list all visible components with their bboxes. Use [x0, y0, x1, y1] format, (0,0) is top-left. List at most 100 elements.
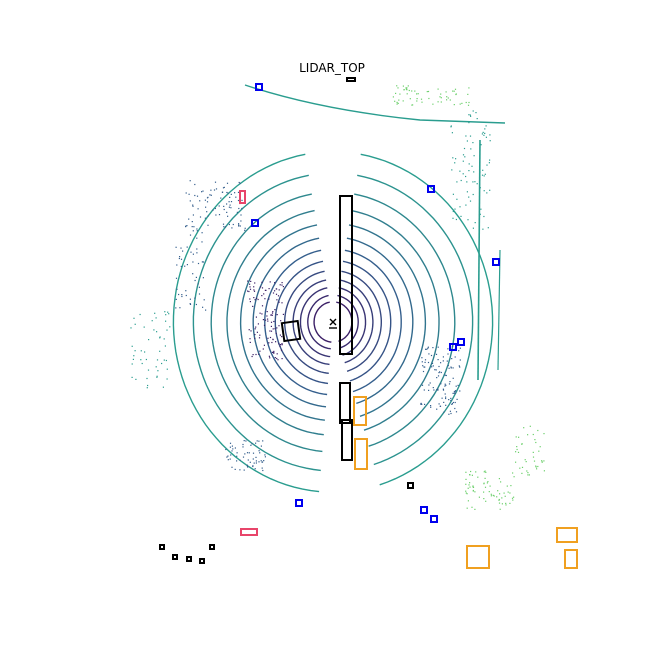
lidar-ring — [274, 260, 329, 385]
car-box-outline — [209, 544, 215, 550]
lidar-point — [459, 103, 461, 105]
boundary-line — [497, 249, 501, 371]
lidar-point — [483, 215, 485, 218]
lidar-point — [436, 408, 438, 410]
lidar-point — [164, 311, 166, 313]
lidar-point — [445, 396, 447, 398]
lidar-point — [185, 290, 187, 292]
lidar-point — [424, 366, 426, 368]
barrier-box — [564, 549, 578, 569]
car-box — [172, 554, 178, 560]
lidar-point — [254, 334, 256, 336]
lidar-point — [232, 223, 234, 226]
lidar-point — [521, 466, 524, 468]
lidar-point — [275, 341, 277, 343]
lidar-point — [238, 207, 240, 210]
lidar-point — [194, 194, 196, 197]
lidar-point — [249, 288, 252, 290]
lidar-point — [257, 298, 259, 301]
lidar-point — [207, 224, 209, 226]
lidar-point — [269, 357, 271, 359]
lidar-point — [432, 103, 434, 105]
lidar-point — [178, 257, 180, 260]
lidar-point — [459, 359, 461, 361]
lidar-point — [195, 303, 197, 306]
lidar-point — [466, 140, 468, 142]
lidar-point — [247, 290, 249, 292]
lidar-point — [185, 294, 187, 297]
lidar-point — [509, 492, 511, 494]
lidar-point — [417, 93, 419, 95]
lidar-ring — [354, 193, 456, 447]
lidar-point — [227, 459, 229, 461]
lidar-point — [236, 452, 238, 454]
lidar-point — [462, 173, 464, 175]
lidar-point — [269, 336, 272, 339]
lidar-point — [472, 489, 474, 492]
lidar-point — [435, 369, 437, 371]
lidar-point — [234, 468, 236, 470]
lidar-point — [230, 201, 233, 203]
lidar-point — [461, 102, 463, 104]
lidar-point — [202, 306, 204, 308]
lidar-point — [523, 427, 525, 429]
lidar-point — [406, 93, 408, 95]
lidar-ring — [351, 209, 440, 431]
lidar-point — [468, 163, 470, 165]
lidar-point — [270, 330, 273, 332]
lidar-point — [267, 320, 269, 322]
lidar-point — [516, 448, 518, 451]
lidar-point — [252, 465, 254, 468]
lidar-point — [433, 389, 435, 391]
lidar-point — [175, 298, 177, 300]
lidar-point — [248, 452, 250, 454]
lidar-point — [269, 330, 271, 332]
lidar-point — [185, 192, 187, 194]
lidar-point — [276, 357, 278, 360]
barrier-box-outline — [556, 527, 578, 543]
lidar-point — [220, 197, 222, 199]
lidar-point — [156, 359, 159, 361]
lidar-point — [442, 356, 444, 358]
lidar-point — [261, 295, 263, 297]
lidar-point — [519, 467, 521, 469]
lidar-point — [472, 486, 474, 488]
lidar-point — [532, 451, 534, 453]
lidar-point — [517, 451, 520, 453]
lidar-point — [468, 484, 470, 486]
lidar-point — [276, 288, 278, 290]
lidar-point — [486, 192, 488, 194]
lidar-point — [262, 440, 264, 442]
lidar-point — [485, 500, 487, 502]
lidar-point — [472, 110, 474, 112]
lidar-point — [258, 450, 260, 452]
car-box — [159, 544, 165, 550]
lidar-point — [270, 325, 272, 327]
lidar-point — [441, 397, 443, 399]
lidar-point — [467, 487, 469, 489]
lidar-point — [486, 482, 488, 484]
lidar-point — [499, 508, 501, 510]
lidar-ring — [348, 224, 427, 417]
lidar-point — [271, 312, 274, 314]
lidar-point — [249, 301, 251, 303]
lidar-point — [231, 445, 233, 447]
lidar-point — [163, 338, 165, 340]
lidar-point — [273, 351, 275, 354]
lidar-point — [197, 283, 199, 285]
lidar-point — [272, 328, 274, 330]
lidar-point — [421, 403, 423, 405]
lidar-ring — [210, 193, 323, 453]
lidar-point — [281, 343, 283, 345]
lidar-point — [498, 499, 500, 501]
lidar-point — [408, 89, 410, 92]
lidar-point — [447, 365, 449, 367]
lidar-point — [532, 456, 535, 458]
lidar-point — [450, 397, 452, 399]
lidar-point — [452, 367, 454, 369]
lidar-point — [416, 93, 418, 95]
pedestrian-box-outline — [457, 338, 465, 346]
lidar-point — [469, 200, 472, 202]
lidar-point — [226, 203, 228, 205]
lidar-point — [484, 128, 486, 130]
